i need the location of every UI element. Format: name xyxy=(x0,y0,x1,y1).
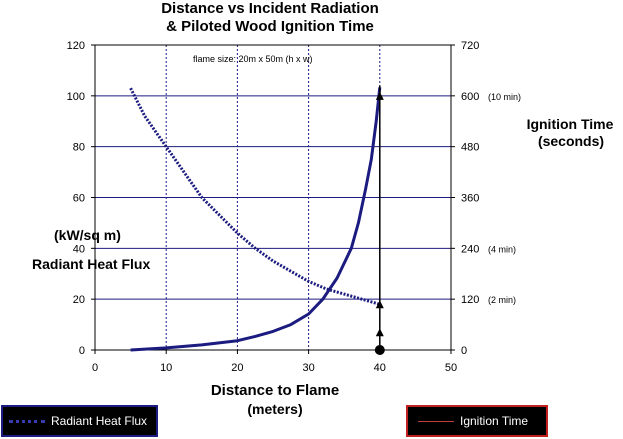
series-radiant-heat-flux xyxy=(129,87,381,306)
markers xyxy=(374,85,385,355)
y-left-tick-label: 0 xyxy=(79,345,85,357)
legend-radiant-heat-flux: Radiant Heat Flux xyxy=(1,405,158,437)
x-tick-label: 20 xyxy=(231,362,243,374)
x-tick-label: 0 xyxy=(92,362,98,374)
x-axis-label: Distance to Flame xyxy=(211,382,339,399)
marker-triangle xyxy=(375,91,384,100)
y-left-tick-label: 100 xyxy=(67,91,85,103)
y-right-tick-note: (2 min) xyxy=(488,295,516,305)
y-left-tick-label: 40 xyxy=(73,243,85,255)
legend-swatch-heat-flux xyxy=(9,419,45,423)
y-right-tick-label: 240 xyxy=(461,243,479,255)
y-left-tick-label: 20 xyxy=(73,294,85,306)
y-right-label: Ignition Time xyxy=(527,116,614,132)
y-right-tick-note: (4 min) xyxy=(488,244,516,254)
tick-labels: 0 10 20 30 40 50 0 20 40 60 80 100 120 0 120 240 360 480 6… xyxy=(67,40,521,374)
axes xyxy=(91,44,455,354)
y-left-tick-label: 120 xyxy=(67,40,85,52)
legend-label-heat-flux: Radiant Heat Flux xyxy=(51,414,148,428)
marker-triangle xyxy=(375,300,384,309)
legend-ignition-time: Ignition Time xyxy=(406,405,548,437)
y-left-label: Radiant Heat Flux xyxy=(32,256,150,272)
series-ignition-time xyxy=(130,87,382,352)
y-left-unit: (kW/sq m) xyxy=(54,227,121,243)
y-right-tick-label: 120 xyxy=(461,294,479,306)
x-axis-unit: (meters) xyxy=(247,401,302,417)
y-right-unit: (seconds) xyxy=(538,133,604,149)
x-tick-label: 10 xyxy=(160,362,172,374)
y-right-tick-label: 720 xyxy=(461,40,479,52)
marker-triangle xyxy=(375,328,384,337)
x-tick-label: 50 xyxy=(445,362,457,374)
legend-label-ignition: Ignition Time xyxy=(460,414,529,428)
y-right-tick-label: 360 xyxy=(461,193,479,205)
x-tick-label: 30 xyxy=(302,362,314,374)
chart-title: Distance vs Incident Radiation xyxy=(161,0,379,17)
y-left-tick-label: 60 xyxy=(73,193,85,205)
flame-size-annotation: flame size: 20m x 50m (h x w) xyxy=(193,54,313,64)
y-right-tick-label: 480 xyxy=(461,142,479,154)
legend-swatch-ignition xyxy=(418,420,454,422)
series xyxy=(129,87,382,352)
marker-circle xyxy=(374,345,385,355)
y-right-tick-note: (10 min) xyxy=(488,92,521,102)
chart-subtitle: & Piloted Wood Ignition Time xyxy=(166,18,374,35)
y-left-tick-label: 80 xyxy=(73,142,85,154)
grid xyxy=(95,45,451,350)
y-right-tick-label: 600 xyxy=(461,91,479,103)
x-tick-label: 40 xyxy=(374,362,386,374)
y-right-tick-label: 0 xyxy=(461,345,467,357)
